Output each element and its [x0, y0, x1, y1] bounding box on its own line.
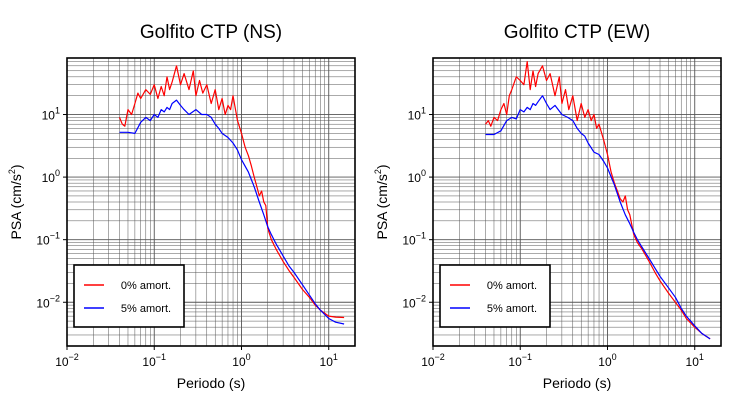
x-tick-label: 100	[598, 352, 616, 369]
y-tick-label: 10−1	[36, 231, 60, 248]
legend: 0% amort. 5% amort.	[439, 264, 551, 328]
tick-base: 10	[508, 355, 522, 369]
tick-exponent: −2	[50, 293, 60, 303]
tick-exponent: −1	[416, 231, 426, 241]
tick-base: 10	[408, 109, 422, 123]
plot-frame	[66, 57, 356, 347]
y-tick-label: 100	[408, 168, 426, 185]
legend-label: 0% amort.	[487, 280, 537, 292]
y-axis-label: PSA (cm/s2)	[373, 164, 390, 239]
grid	[432, 57, 722, 347]
tick-base: 10	[402, 296, 416, 310]
series-line	[119, 99, 345, 325]
y-tick-label: 100	[42, 168, 60, 185]
tick-base: 10	[402, 234, 416, 248]
legend-label: 5% amort.	[487, 303, 537, 315]
y-axis-label-superscript: 2	[7, 169, 17, 174]
tick-base: 10	[232, 355, 246, 369]
y-tick-label: 10−2	[402, 293, 426, 310]
tick-exponent: 1	[699, 352, 704, 362]
tick-base: 10	[42, 171, 56, 185]
tick-base: 10	[55, 355, 69, 369]
tick-exponent: 1	[55, 106, 60, 116]
tick-exponent: −2	[416, 293, 426, 303]
y-axis-label: PSA (cm/s2)	[7, 164, 24, 239]
tick-exponent: 1	[421, 106, 426, 116]
series-line	[485, 95, 711, 340]
tick-base: 10	[408, 171, 422, 185]
tick-exponent: −1	[50, 231, 60, 241]
legend-label: 0% amort.	[121, 280, 171, 292]
tick-base: 10	[36, 296, 50, 310]
legend: 0% amort. 5% amort.	[73, 264, 185, 328]
x-tick-label: 10−2	[421, 352, 445, 369]
tick-base: 10	[320, 355, 334, 369]
y-axis-label-text: PSA (cm/s	[374, 174, 390, 239]
tick-exponent: 0	[421, 168, 426, 178]
y-axis-label-close: )	[374, 164, 390, 169]
tick-base: 10	[42, 109, 56, 123]
x-tick-label: 101	[320, 352, 338, 369]
x-tick-label: 10−1	[142, 352, 166, 369]
x-axis-label: Periodo (s)	[177, 375, 245, 391]
tick-exponent: −1	[522, 352, 532, 362]
tick-base: 10	[598, 355, 612, 369]
legend-label: 5% amort.	[121, 303, 171, 315]
tick-exponent: −1	[156, 352, 166, 362]
chart-title: Golfito CTP (NS)	[140, 22, 282, 43]
tick-exponent: 0	[246, 352, 251, 362]
y-tick-label: 10−2	[36, 293, 60, 310]
tick-base: 10	[142, 355, 156, 369]
plot-frame	[432, 57, 722, 347]
y-tick-label: 10−1	[402, 231, 426, 248]
y-tick-label: 101	[408, 106, 426, 123]
series-line	[485, 60, 711, 340]
tick-base: 10	[421, 355, 435, 369]
tick-exponent: 1	[333, 352, 338, 362]
tick-exponent: 0	[612, 352, 617, 362]
tick-exponent: −2	[69, 352, 79, 362]
series-line	[118, 65, 345, 319]
y-axis-label-close: )	[8, 164, 24, 169]
tick-exponent: −2	[435, 352, 445, 362]
legend-box	[439, 264, 551, 328]
x-tick-label: 10−2	[55, 352, 79, 369]
y-axis-label-superscript: 2	[373, 169, 383, 174]
tick-exponent: 0	[55, 168, 60, 178]
grid	[66, 57, 356, 347]
tick-base: 10	[686, 355, 700, 369]
x-tick-label: 10−1	[508, 352, 532, 369]
x-tick-label: 100	[232, 352, 250, 369]
y-tick-label: 101	[42, 106, 60, 123]
tick-base: 10	[36, 234, 50, 248]
x-axis-label: Periodo (s)	[543, 375, 611, 391]
chart-title: Golfito CTP (EW)	[504, 22, 650, 43]
x-tick-label: 101	[686, 352, 704, 369]
y-axis-label-text: PSA (cm/s	[8, 174, 24, 239]
legend-box	[73, 264, 185, 328]
